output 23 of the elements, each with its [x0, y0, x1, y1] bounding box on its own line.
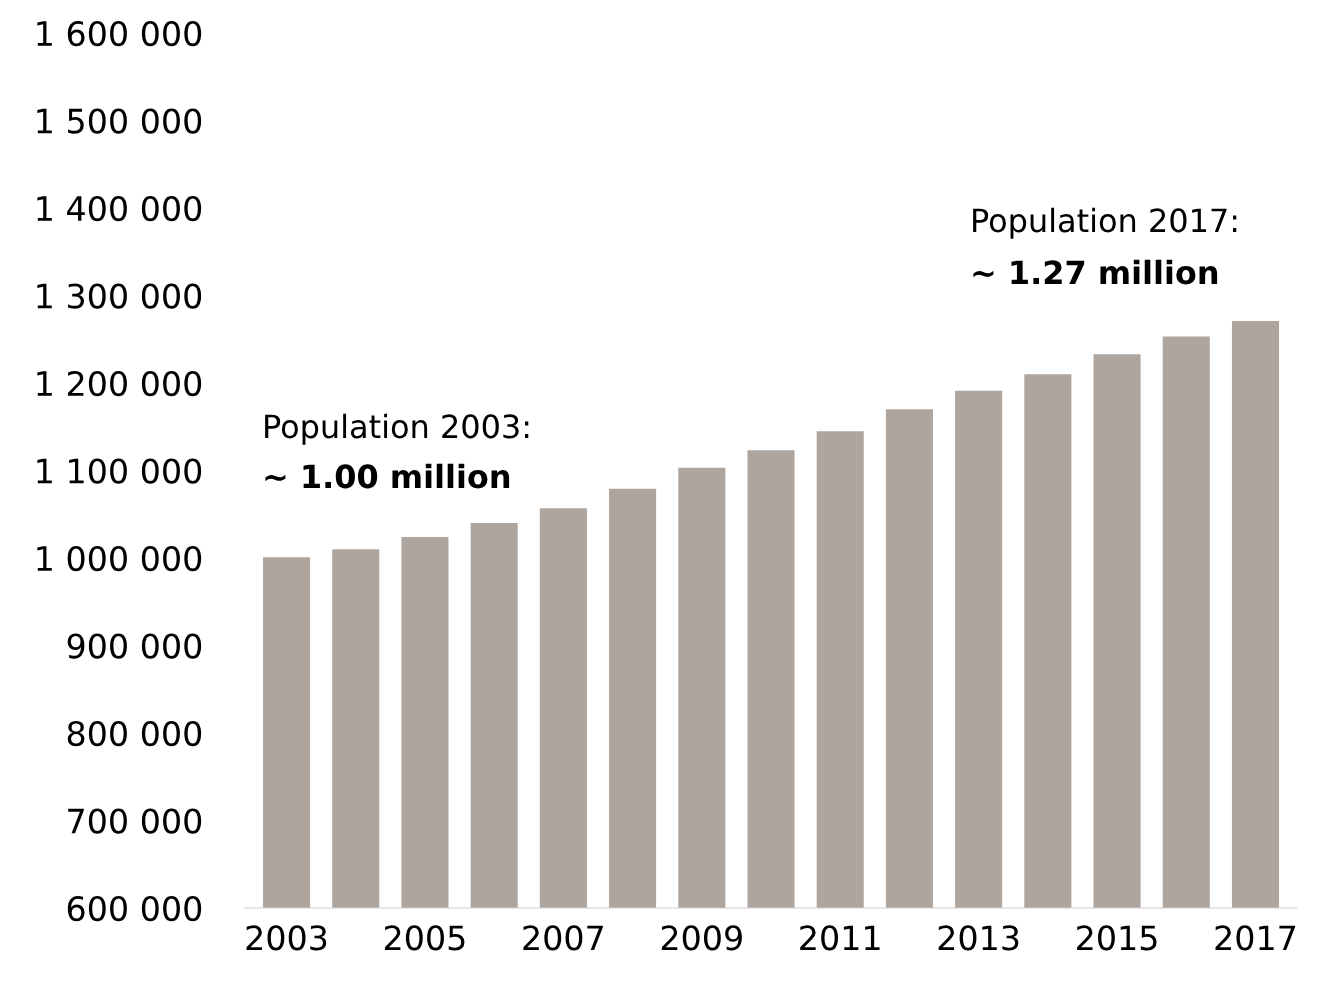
x-tick-label: 2007 [523, 925, 603, 951]
annotation: ~ 1.00 million [265, 463, 510, 489]
x-tick-label: 2013 [938, 925, 1019, 951]
y-tick-label: 1 600 000 [37, 20, 202, 47]
x-tick-label: 2011 [800, 925, 880, 951]
y-tick-label: 1 400 000 [37, 195, 202, 222]
annotation: Population 2017: [973, 207, 1237, 239]
x-tick-label: 2009 [661, 925, 742, 951]
x-tick-label: 2015 [1077, 925, 1157, 951]
y-tick-label: 1 300 000 [37, 283, 202, 309]
y-tick-label: 600 000 [67, 895, 202, 922]
annotation: ~ 1.27 million [973, 259, 1218, 285]
y-tick-label: 1 500 000 [37, 108, 202, 134]
y-tick-label: 1 200 000 [37, 370, 202, 397]
y-tick-label: 800 000 [67, 720, 202, 747]
y-tick-label: 900 000 [67, 633, 202, 659]
y-tick-label: 700 000 [68, 808, 202, 834]
y-tick-label: 1 000 000 [37, 545, 202, 572]
y-tick-label: 1 100 000 [37, 458, 202, 484]
x-tick-label: 2017 [1215, 925, 1296, 951]
annotation: Population 2003: [265, 413, 529, 445]
x-tick-label: 2003 [246, 925, 327, 951]
x-tick-label: 2005 [384, 925, 465, 951]
